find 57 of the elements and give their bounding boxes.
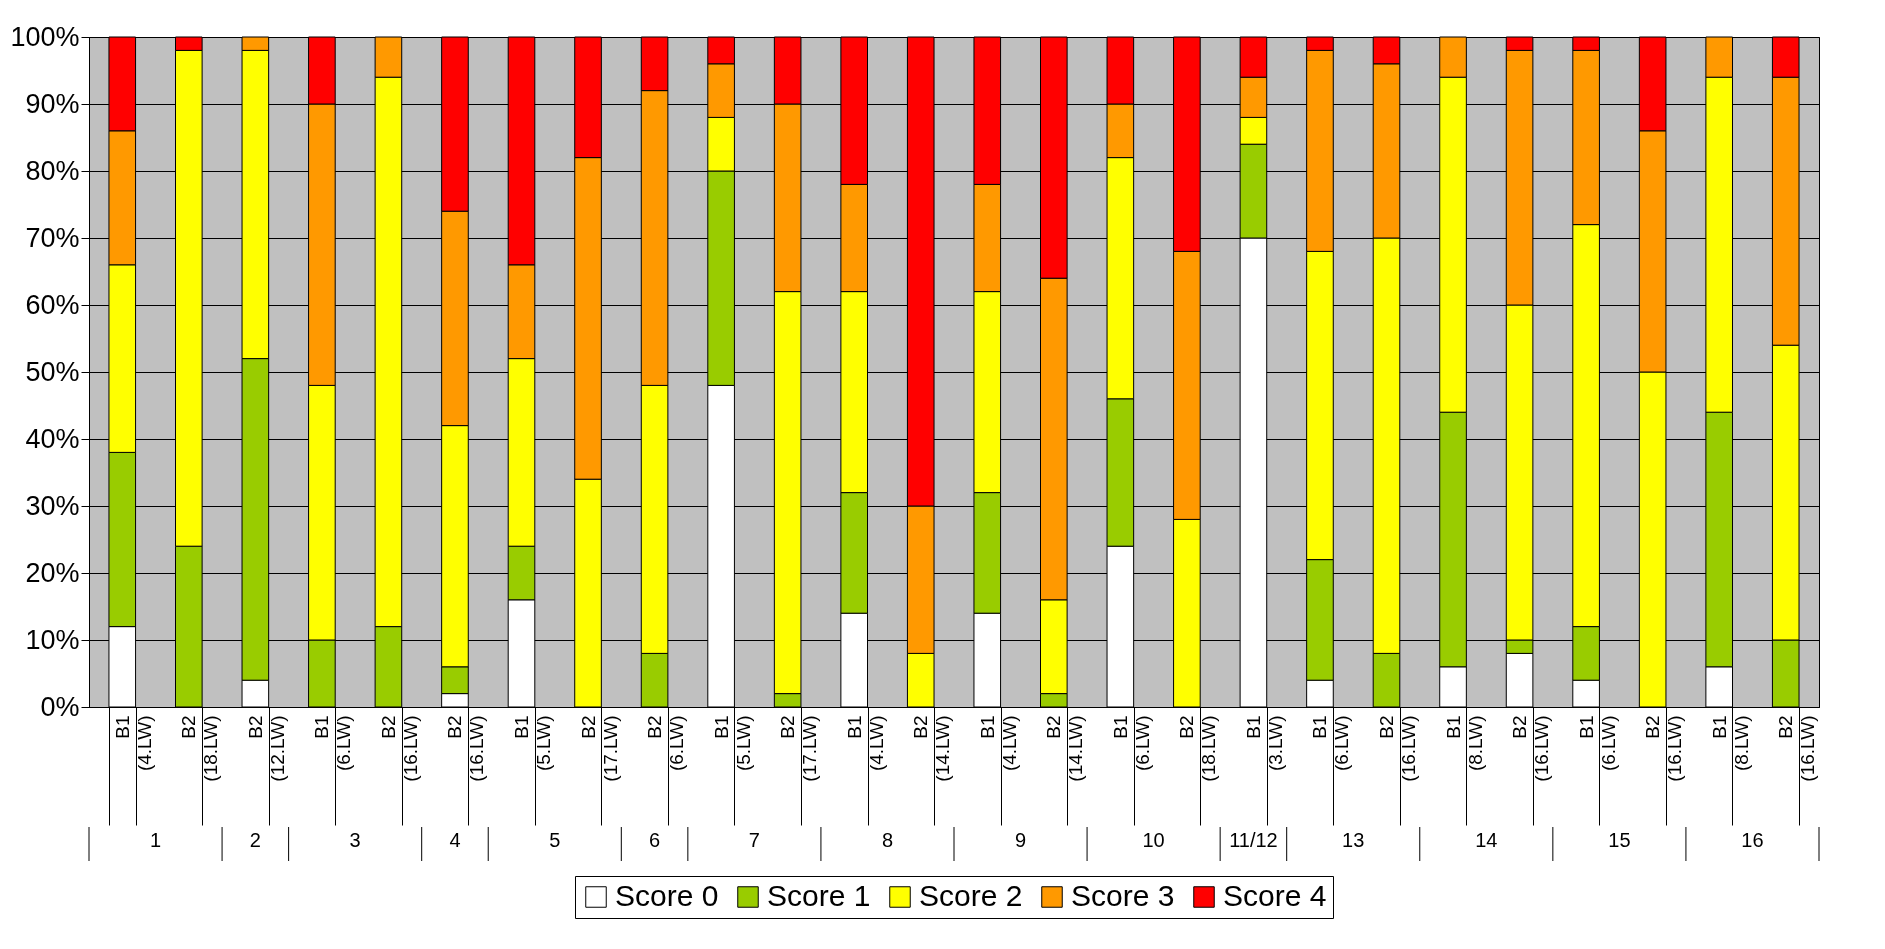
x-tick-label: B1 (4.LW)	[976, 715, 1020, 772]
y-tick-label: 20%	[25, 557, 80, 588]
x-tick-label: B2 (16.LW)	[377, 715, 421, 782]
x-tick-label: B1 (6.LW)	[1309, 715, 1353, 772]
text: 8	[881, 829, 894, 851]
y-tick-label: 30%	[25, 490, 80, 521]
x-tick-label: B1 (5.LW)	[710, 715, 754, 772]
x-tick-label: B2 (18.LW)	[178, 715, 222, 782]
x-tick-label: B2 (16.LW)	[1509, 715, 1553, 782]
x-tick-label: B1 (6.LW)	[311, 715, 355, 772]
x-tick-label: B1 (8.LW)	[1708, 715, 1752, 772]
text: 16	[1741, 829, 1764, 851]
text: 9	[1014, 829, 1027, 851]
x-tick-label: B2 (17.LW)	[777, 715, 821, 782]
text: 3	[349, 829, 361, 851]
y-tick-label: 50%	[25, 356, 80, 387]
text: 4	[449, 829, 461, 851]
legend-label: Score 0	[615, 879, 719, 912]
text: 7	[748, 829, 760, 851]
x-tick-label: B2 (16.LW)	[444, 715, 488, 782]
text: 14	[1475, 829, 1498, 851]
y-tick-label: 60%	[25, 289, 80, 320]
y-tick-label: 100%	[10, 21, 80, 52]
x-tick-label: B1 (4.LW)	[843, 715, 887, 772]
x-tick-label: B2 (6.LW)	[644, 715, 688, 772]
x-tick-label: B2 (16.LW)	[1642, 715, 1686, 782]
y-tick-label: 80%	[25, 155, 80, 186]
x-tick-label: B2 (16.LW)	[1376, 715, 1419, 782]
text: 10	[1142, 829, 1165, 851]
text: 15	[1608, 829, 1631, 851]
x-tick-label: B2 (16.LW)	[1775, 715, 1819, 782]
x-tick-label: B1 (6.LW)	[1109, 715, 1153, 772]
y-tick-label: 0%	[40, 691, 80, 722]
legend-label: Score 1	[767, 879, 871, 912]
legend-label: Score 4	[1223, 879, 1327, 912]
text: 13	[1342, 829, 1365, 851]
x-tick-label: B2 (17.LW)	[577, 715, 621, 782]
x-tick-label: B1 (4.LW)	[111, 715, 155, 772]
x-tick-label: B1 (3.LW)	[1242, 715, 1286, 772]
text: 1	[149, 829, 162, 851]
text: 6	[649, 829, 661, 851]
y-tick-label: 40%	[25, 423, 80, 454]
x-tick-label: B2 (14.LW)	[910, 715, 954, 782]
x-tick-label: B2 (12.LW)	[244, 715, 288, 782]
x-tick-label: B1 (5.LW)	[511, 715, 554, 772]
text: 2	[249, 829, 261, 851]
x-tick-label: B1 (8.LW)	[1442, 715, 1486, 772]
legend-label: Score 3	[1071, 879, 1175, 912]
text: 5	[549, 829, 561, 851]
text: 11/12	[1229, 829, 1278, 851]
y-tick-label: 10%	[25, 624, 80, 655]
x-tick-label: B2 (14.LW)	[1043, 715, 1087, 782]
legend-label: Score 2	[919, 879, 1023, 912]
x-tick-label: B1 (6.LW)	[1575, 715, 1619, 772]
x-tick-label: B2 (18.LW)	[1176, 715, 1220, 782]
y-tick-label: 90%	[25, 88, 80, 119]
y-tick-label: 70%	[25, 222, 80, 253]
